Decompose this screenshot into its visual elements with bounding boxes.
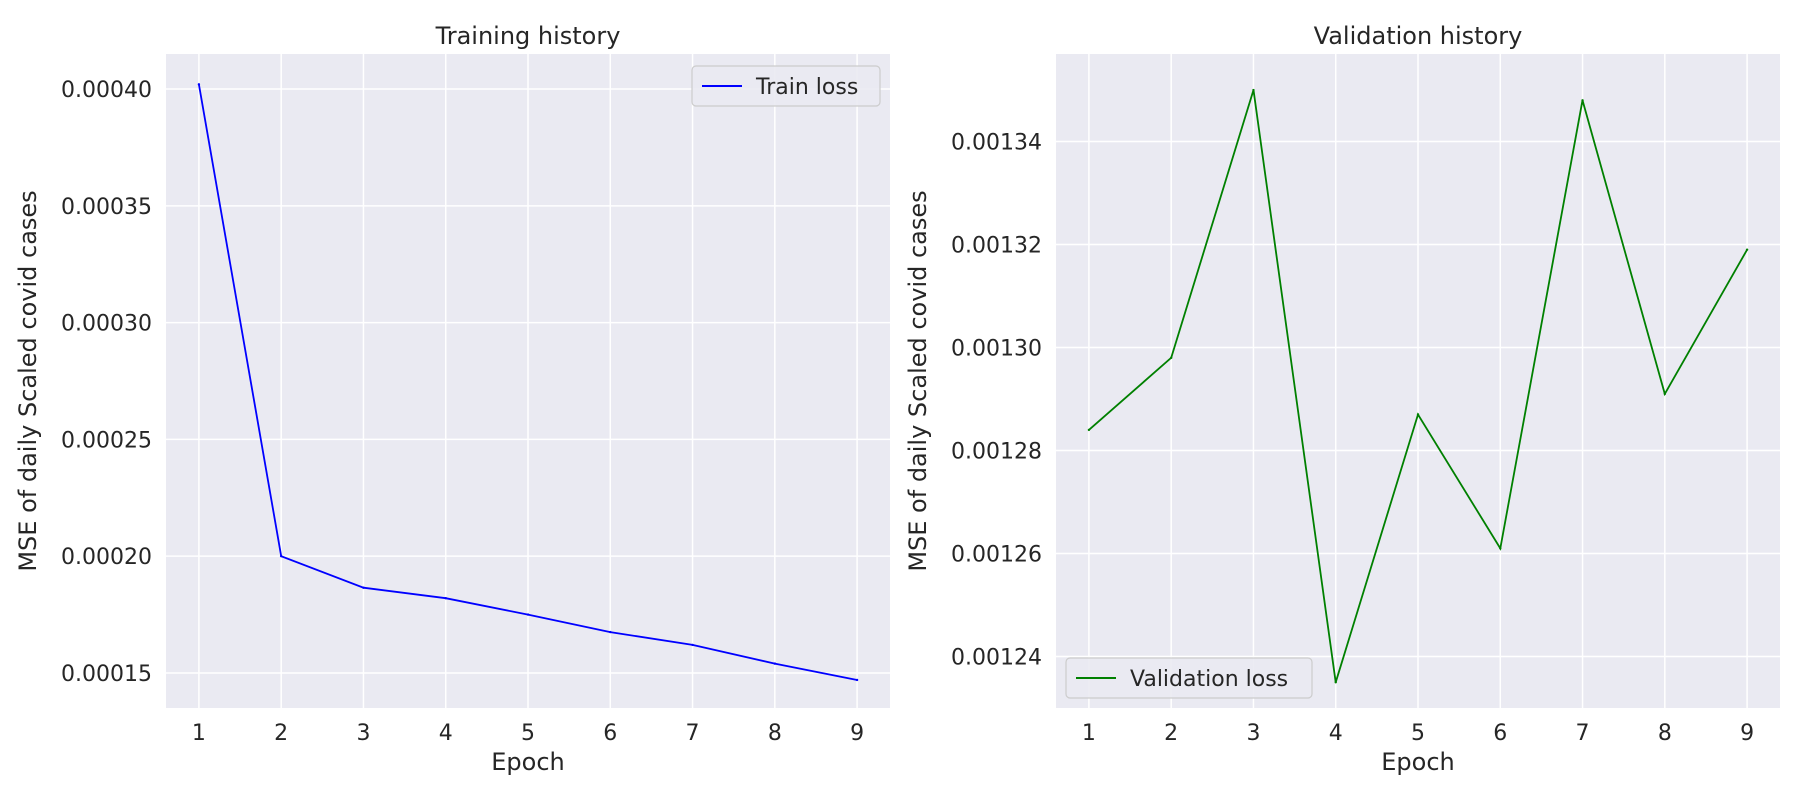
legend-label: Train loss	[755, 75, 858, 100]
chart-title: Training history	[435, 22, 621, 50]
x-tick-label: 7	[686, 721, 700, 746]
x-tick-label: 5	[1411, 721, 1425, 746]
x-axis-label: Epoch	[1381, 748, 1455, 776]
x-tick-label: 5	[521, 721, 535, 746]
legend: Validation loss	[1065, 657, 1313, 699]
x-tick-label: 2	[274, 721, 288, 746]
x-tick-label: 7	[1576, 721, 1590, 746]
data-point	[691, 643, 694, 647]
x-tick-label: 1	[192, 721, 206, 746]
x-axis-label: Epoch	[491, 748, 565, 776]
x-tick-label: 4	[1329, 721, 1343, 746]
training-history-chart: 1 2 3 4 5 6 7 8 9 0.00015 0.00020 0.00025 0.00030 0.0…	[14, 22, 890, 776]
y-tick-label: 0.00134	[951, 131, 1042, 156]
data-point	[1087, 428, 1091, 432]
data-point	[1334, 681, 1337, 684]
y-tick-label: 0.00132	[951, 234, 1042, 259]
x-tick-label: 9	[1740, 721, 1754, 746]
x-tick-label: 8	[1658, 721, 1672, 746]
y-tick-label: 0.00130	[951, 337, 1042, 362]
data-point	[773, 662, 777, 665]
x-tick-label: 8	[768, 721, 782, 746]
x-tick-label: 3	[356, 721, 370, 746]
data-point	[1252, 88, 1255, 92]
y-axis-label: MSE of daily Scaled covid cases	[904, 190, 932, 571]
x-tick-label: 2	[1164, 721, 1178, 746]
chart-title: Validation history	[1314, 22, 1523, 50]
data-point	[1581, 99, 1584, 102]
data-point	[444, 597, 447, 600]
data-point	[197, 83, 201, 86]
data-point	[1499, 547, 1502, 550]
y-tick-label: 0.00040	[61, 78, 152, 103]
data-point	[609, 630, 612, 634]
y-tick-label: 0.00030	[61, 312, 152, 337]
y-tick-label: 0.00128	[951, 440, 1042, 465]
x-tick-label: 1	[1082, 721, 1096, 746]
legend-label: Validation loss	[1130, 667, 1288, 692]
data-point	[1663, 392, 1667, 396]
validation-history-chart: 1 2 3 4 5 6 7 8 9 0.00124 0.00126 0.00128 0.00130 0.0…	[904, 22, 1780, 776]
x-tick-label: 9	[850, 721, 864, 746]
y-axis-label: MSE of daily Scaled covid cases	[14, 190, 42, 571]
x-tick-label: 3	[1246, 721, 1260, 746]
y-tick-label: 0.00025	[61, 428, 152, 453]
gridlines	[166, 54, 890, 708]
y-tick-label: 0.00015	[61, 662, 152, 687]
legend: Train loss	[691, 65, 881, 107]
y-tick-label: 0.00020	[61, 545, 152, 570]
data-point	[526, 613, 530, 616]
y-tick-label: 0.00126	[951, 543, 1042, 568]
x-tick-label: 6	[1493, 721, 1507, 746]
data-point	[855, 678, 859, 682]
data-point	[1745, 248, 1749, 251]
x-tick-label: 6	[603, 721, 617, 746]
y-tick-label: 0.00124	[951, 646, 1042, 671]
data-point	[279, 554, 283, 558]
legend-box	[1065, 657, 1313, 699]
gridlines	[1056, 54, 1780, 708]
data-point	[362, 586, 365, 589]
data-point	[1169, 356, 1173, 360]
y-tick-label: 0.00035	[61, 195, 152, 220]
legend-box	[691, 65, 881, 107]
x-tick-label: 4	[439, 721, 453, 746]
data-point	[1416, 413, 1420, 416]
